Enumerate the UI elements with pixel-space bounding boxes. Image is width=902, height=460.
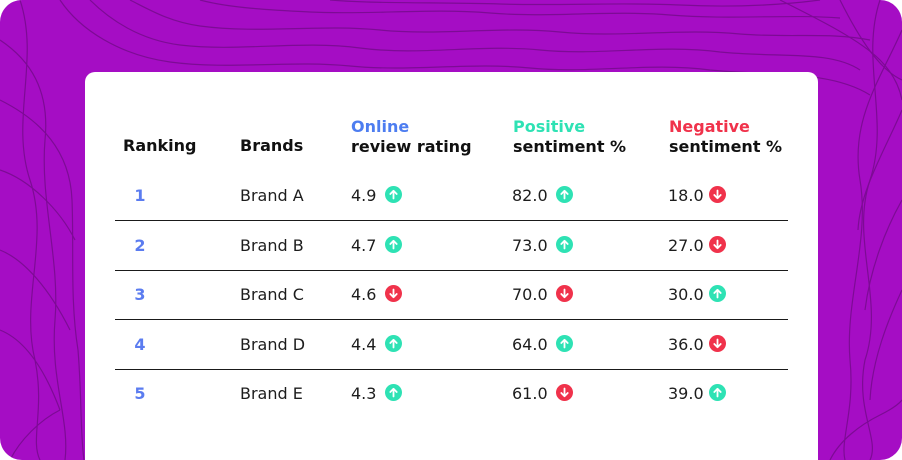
rank-number: 2 [134, 235, 146, 255]
negative-sentiment-value: 30.0 [668, 285, 704, 304]
arrow-up-icon [556, 186, 573, 203]
header-online-accent: Online [351, 117, 410, 136]
header-negative-rest: sentiment % [669, 137, 783, 156]
header-negative-sentiment: Negative sentiment % [669, 117, 782, 157]
negative-sentiment-value: 18.0 [668, 186, 704, 205]
row-divider [115, 220, 788, 221]
row-divider [115, 368, 788, 370]
review-rating-value: 4.4 [351, 334, 377, 354]
positive-sentiment-value: 73.0 [512, 235, 548, 255]
arrow-down-icon [709, 334, 726, 352]
positive-sentiment-value: 61.0 [512, 384, 548, 403]
review-rating-value: 4.6 [351, 285, 377, 304]
row-divider [115, 269, 788, 271]
arrow-up-icon [385, 334, 402, 352]
review-rating-value: 4.7 [351, 235, 377, 255]
rank-number: 4 [134, 334, 146, 354]
table-row: 4 Brand D 4.4 64.0 36.0 [115, 321, 788, 370]
brand-name: Brand A [240, 186, 304, 205]
rank-number: 1 [134, 186, 146, 205]
rank-number: 3 [134, 285, 146, 304]
table-row: 1 Brand A 4.9 82.0 18.0 [115, 172, 788, 221]
arrow-down-icon [556, 285, 573, 302]
review-rating-value: 4.9 [351, 186, 377, 205]
arrow-down-icon [385, 285, 402, 302]
arrow-down-icon [709, 186, 726, 203]
header-negative-accent: Negative [669, 117, 750, 136]
brand-name: Brand D [240, 334, 306, 354]
table-row: 3 Brand C 4.6 70.0 30.0 [115, 271, 788, 320]
header-brands: Brands [240, 136, 304, 155]
header-positive-rest: sentiment % [513, 137, 627, 156]
table-row: 2 Brand B 4.7 73.0 27.0 [115, 222, 788, 271]
header-positive-sentiment: Positive sentiment % [513, 117, 626, 157]
arrow-down-icon [556, 384, 573, 401]
arrow-up-icon [556, 334, 573, 352]
review-rating-value: 4.3 [351, 384, 377, 403]
positive-sentiment-value: 82.0 [512, 186, 548, 205]
brand-name: Brand E [240, 384, 303, 403]
arrow-up-icon [385, 384, 402, 401]
arrow-up-icon [709, 285, 726, 302]
negative-sentiment-value: 36.0 [668, 334, 704, 354]
negative-sentiment-value: 27.0 [668, 235, 704, 255]
arrow-up-icon [385, 186, 402, 203]
positive-sentiment-value: 70.0 [512, 285, 548, 304]
positive-sentiment-value: 64.0 [512, 334, 548, 354]
negative-sentiment-value: 39.0 [668, 384, 704, 403]
brand-name: Brand B [240, 235, 304, 255]
rank-number: 5 [134, 384, 146, 403]
arrow-up-icon [556, 235, 573, 253]
results-card: Ranking Brands Online review rating Posi… [85, 72, 818, 460]
header-positive-accent: Positive [513, 117, 586, 136]
arrow-up-icon [709, 384, 726, 401]
header-ranking: Ranking [123, 136, 197, 155]
brand-name: Brand C [240, 285, 304, 304]
arrow-up-icon [385, 235, 402, 253]
row-divider [115, 319, 788, 320]
arrow-down-icon [709, 235, 726, 253]
header-online-review-rating: Online review rating [351, 117, 472, 157]
table-row: 5 Brand E 4.3 61.0 39.0 [115, 370, 788, 419]
header-online-rest: review rating [351, 137, 472, 156]
